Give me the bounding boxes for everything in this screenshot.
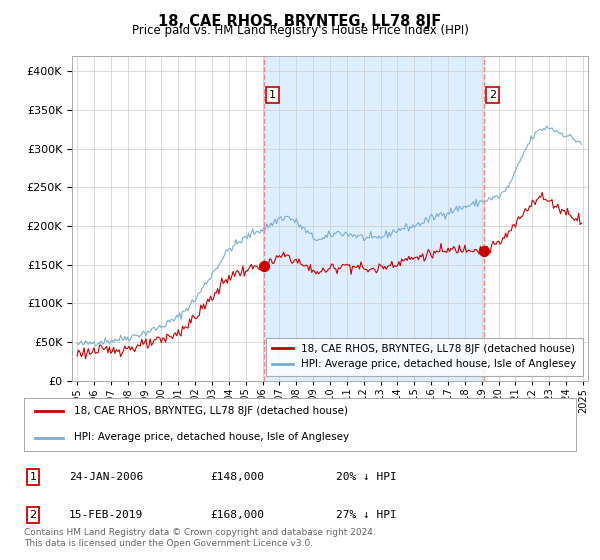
Text: 2: 2 [489, 90, 496, 100]
Text: 20% ↓ HPI: 20% ↓ HPI [336, 472, 397, 482]
Text: HPI: Average price, detached house, Isle of Anglesey: HPI: Average price, detached house, Isle… [74, 432, 349, 442]
Legend: 18, CAE RHOS, BRYNTEG, LL78 8JF (detached house), HPI: Average price, detached h: 18, CAE RHOS, BRYNTEG, LL78 8JF (detache… [266, 338, 583, 376]
Text: Contains HM Land Registry data © Crown copyright and database right 2024.
This d: Contains HM Land Registry data © Crown c… [24, 528, 376, 548]
Text: 27% ↓ HPI: 27% ↓ HPI [336, 510, 397, 520]
Text: £148,000: £148,000 [210, 472, 264, 482]
Point [479, 246, 489, 255]
Text: 15-FEB-2019: 15-FEB-2019 [69, 510, 143, 520]
Text: Price paid vs. HM Land Registry's House Price Index (HPI): Price paid vs. HM Land Registry's House … [131, 24, 469, 36]
Text: £168,000: £168,000 [210, 510, 264, 520]
Text: 1: 1 [269, 90, 276, 100]
Text: 1: 1 [29, 472, 37, 482]
Point [259, 262, 269, 271]
Text: 24-JAN-2006: 24-JAN-2006 [69, 472, 143, 482]
Text: 18, CAE RHOS, BRYNTEG, LL78 8JF: 18, CAE RHOS, BRYNTEG, LL78 8JF [158, 14, 442, 29]
Text: 2: 2 [29, 510, 37, 520]
Bar [264, 56, 484, 381]
Text: 18, CAE RHOS, BRYNTEG, LL78 8JF (detached house): 18, CAE RHOS, BRYNTEG, LL78 8JF (detache… [74, 406, 347, 416]
